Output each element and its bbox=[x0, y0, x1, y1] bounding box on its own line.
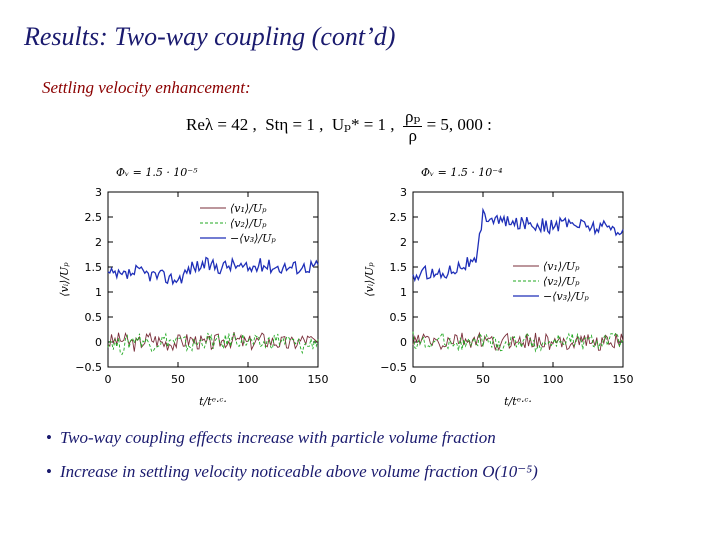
series-line-2 bbox=[412, 331, 624, 353]
x-tick-label: 100 bbox=[238, 373, 259, 386]
x-tick-label: 100 bbox=[543, 373, 564, 386]
density-ratio-numerator: ρₚ bbox=[403, 107, 423, 127]
slide-title: Results: Two-way coupling (cont’d) bbox=[24, 22, 396, 51]
reynolds-param: Reλ = 42 , bbox=[186, 114, 257, 134]
section-subtitle: Settling velocity enhancement: bbox=[42, 78, 251, 97]
legend-label: ⟨v₂⟩/Uₚ bbox=[230, 217, 267, 230]
series-line-3 bbox=[107, 256, 319, 286]
plot-frame bbox=[412, 191, 624, 368]
x-axis-label: t/tᵉ·ᶜ· bbox=[199, 395, 227, 408]
y-tick-label: 1.5 bbox=[85, 261, 103, 274]
chart-legend: ⟨v₁⟩/Uₚ ⟨v₂⟩/Uₚ −⟨v₃⟩/Uₚ bbox=[513, 260, 589, 303]
x-tick-label: 150 bbox=[613, 373, 634, 386]
series-line-3 bbox=[412, 207, 624, 283]
y-axis-label: ⟨vᵢ⟩/Uₚ bbox=[363, 262, 376, 297]
y-tick-label: 0.5 bbox=[390, 311, 408, 324]
y-tick-label: 0.5 bbox=[85, 311, 103, 324]
settling-chart-left: Φᵥ = 1.5 · 10⁻⁵−0.500.511.522.530 50 100 15… bbox=[58, 166, 329, 408]
bullet-list: Two-way coupling effects increase with p… bbox=[46, 428, 538, 496]
y-tick-label: 1.5 bbox=[390, 261, 408, 274]
bullet-item: Two-way coupling effects increase with p… bbox=[46, 428, 538, 448]
parameter-equation: Reλ = 42 , Stη = 1 , Uₚ* = 1 , ρₚ ρ = 5,… bbox=[186, 108, 492, 144]
y-tick-label: −0.5 bbox=[380, 361, 407, 374]
x-tick-label: 0 bbox=[410, 373, 417, 386]
stokes-param: Stη = 1 , bbox=[265, 114, 324, 134]
series-line-1 bbox=[107, 331, 319, 352]
y-tick-label: 0 bbox=[95, 336, 102, 349]
y-tick-label: 2.5 bbox=[85, 211, 103, 224]
x-tick-label: 50 bbox=[476, 373, 490, 386]
x-tick-label: 0 bbox=[105, 373, 112, 386]
y-axis-label: ⟨vᵢ⟩/Uₚ bbox=[58, 262, 71, 297]
series-line-2 bbox=[107, 332, 319, 356]
legend-label: ⟨v₁⟩/Uₚ bbox=[543, 260, 580, 273]
density-ratio-denominator: ρ bbox=[408, 126, 417, 145]
y-tick-label: 0 bbox=[400, 336, 407, 349]
y-tick-label: 2 bbox=[400, 236, 407, 249]
y-tick-label: 3 bbox=[95, 186, 102, 199]
y-tick-label: 2.5 bbox=[390, 211, 408, 224]
density-ratio: ρₚ ρ bbox=[403, 107, 423, 145]
x-tick-label: 50 bbox=[171, 373, 185, 386]
legend-label: −⟨v₃⟩/Uₚ bbox=[543, 290, 589, 303]
y-tick-label: 2 bbox=[95, 236, 102, 249]
x-axis-label: t/tᵉ·ᶜ· bbox=[504, 395, 532, 408]
bullet-item: Increase in settling velocity noticeable… bbox=[46, 462, 538, 482]
y-tick-label: 3 bbox=[400, 186, 407, 199]
chart-legend: ⟨v₁⟩/Uₚ ⟨v₂⟩/Uₚ −⟨v₃⟩/Uₚ bbox=[200, 202, 276, 245]
legend-label: −⟨v₃⟩/Uₚ bbox=[230, 232, 276, 245]
legend-label: ⟨v₂⟩/Uₚ bbox=[543, 275, 580, 288]
settling-param: Uₚ* = 1 , bbox=[331, 114, 395, 134]
series-line-1 bbox=[412, 331, 624, 352]
legend-label: ⟨v₁⟩/Uₚ bbox=[230, 202, 267, 215]
chart-title: Φᵥ = 1.5 · 10⁻⁴ bbox=[421, 166, 503, 179]
x-tick-label: 150 bbox=[308, 373, 329, 386]
y-tick-label: −0.5 bbox=[75, 361, 102, 374]
plot-frame bbox=[107, 191, 319, 368]
y-tick-label: 1 bbox=[95, 286, 102, 299]
settling-chart-right: Φᵥ = 1.5 · 10⁻⁴−0.500.511.522.530 50 100 15… bbox=[363, 166, 634, 408]
chart-title: Φᵥ = 1.5 · 10⁻⁵ bbox=[116, 166, 198, 179]
density-ratio-value: = 5, 000 : bbox=[426, 114, 492, 134]
y-tick-label: 1 bbox=[400, 286, 407, 299]
